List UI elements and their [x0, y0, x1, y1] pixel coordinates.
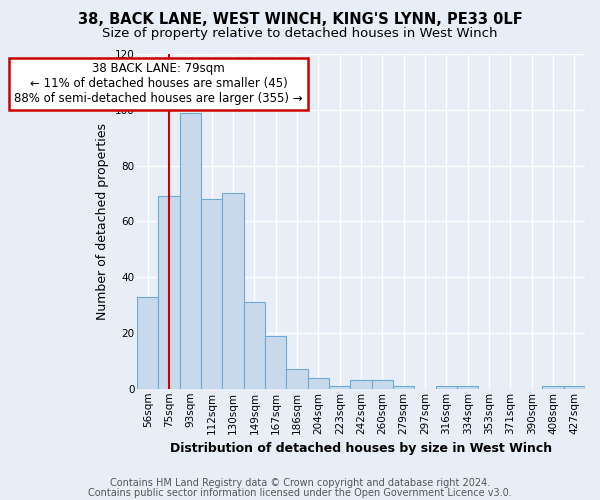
Bar — [308, 378, 329, 389]
Bar — [350, 380, 372, 389]
Text: 38 BACK LANE: 79sqm
← 11% of detached houses are smaller (45)
88% of semi-detach: 38 BACK LANE: 79sqm ← 11% of detached ho… — [14, 62, 303, 106]
Text: Contains HM Land Registry data © Crown copyright and database right 2024.: Contains HM Land Registry data © Crown c… — [110, 478, 490, 488]
Text: Contains public sector information licensed under the Open Government Licence v3: Contains public sector information licen… — [88, 488, 512, 498]
Text: Size of property relative to detached houses in West Winch: Size of property relative to detached ho… — [102, 28, 498, 40]
Bar — [329, 386, 350, 389]
Bar — [563, 386, 585, 389]
Bar — [457, 386, 478, 389]
Bar — [265, 336, 286, 389]
Bar — [137, 296, 158, 389]
Bar — [436, 386, 457, 389]
Bar — [158, 196, 180, 389]
Text: 38, BACK LANE, WEST WINCH, KING'S LYNN, PE33 0LF: 38, BACK LANE, WEST WINCH, KING'S LYNN, … — [77, 12, 523, 28]
Bar — [393, 386, 415, 389]
Bar — [542, 386, 563, 389]
Bar — [223, 194, 244, 389]
Bar — [286, 369, 308, 389]
Bar — [201, 199, 223, 389]
X-axis label: Distribution of detached houses by size in West Winch: Distribution of detached houses by size … — [170, 442, 552, 455]
Bar — [244, 302, 265, 389]
Bar — [180, 112, 201, 389]
Y-axis label: Number of detached properties: Number of detached properties — [96, 123, 109, 320]
Bar — [372, 380, 393, 389]
